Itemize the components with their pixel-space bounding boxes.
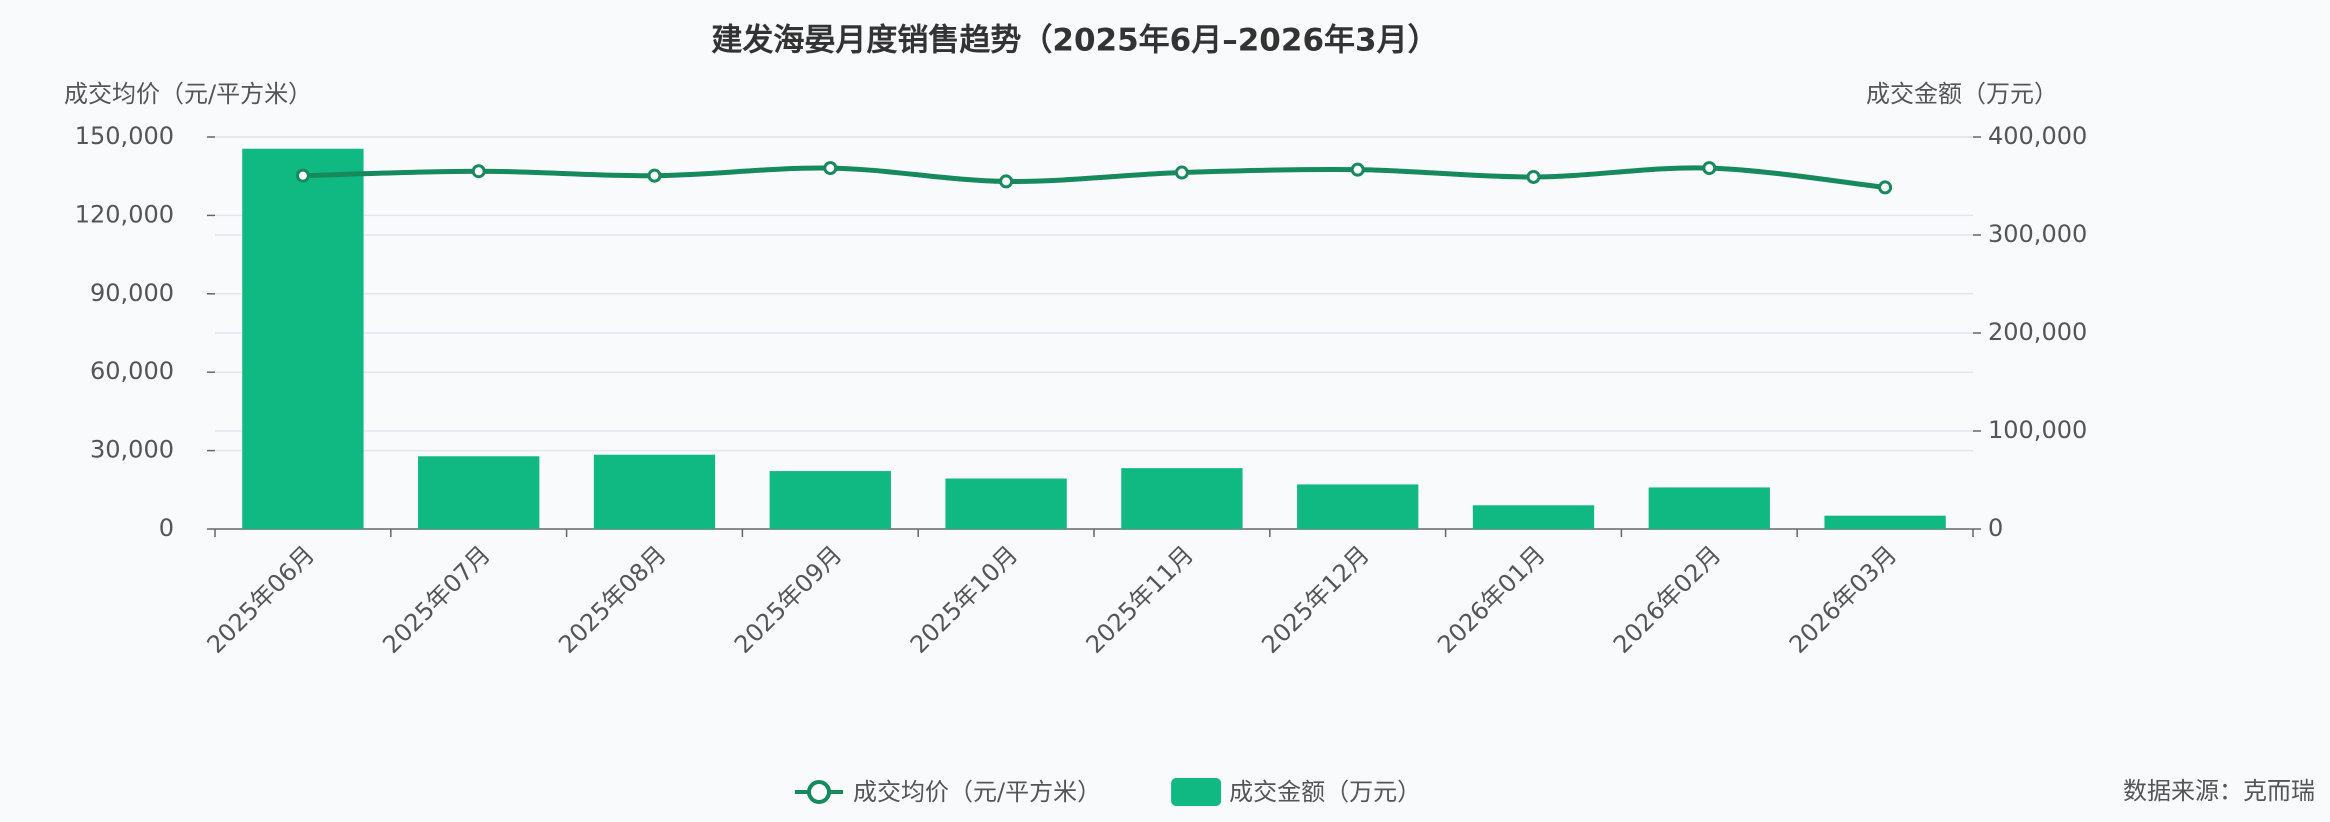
line-point xyxy=(471,164,486,179)
y-tick-label: 0 xyxy=(159,514,174,542)
bar xyxy=(1297,484,1419,529)
bar xyxy=(593,454,716,529)
bar xyxy=(1472,505,1595,529)
y-tick-label: 150,000 xyxy=(75,122,174,150)
y2-tick-label: 200,000 xyxy=(1988,318,2087,346)
line-point xyxy=(823,161,838,176)
y-axis-title: 成交均价（元/平方米） xyxy=(64,80,312,108)
legend-swatch[interactable] xyxy=(1171,778,1222,806)
line-point xyxy=(1702,161,1717,176)
legend-label[interactable]: 成交金额（万元） xyxy=(1229,778,1421,806)
line-point xyxy=(1526,169,1541,184)
bar xyxy=(769,471,891,529)
y-tick-label: 30,000 xyxy=(90,436,174,464)
legend-marker[interactable] xyxy=(807,780,831,804)
bar xyxy=(1824,515,1946,529)
chart-title: 建发海晏月度销售趋势（2025年6月–2026年3月） xyxy=(711,23,1438,59)
line xyxy=(302,165,1886,190)
line-point xyxy=(295,168,310,183)
line-point xyxy=(1174,165,1189,180)
bar xyxy=(242,148,364,529)
source-note: 数据来源：克而瑞 xyxy=(2123,777,2315,805)
bar xyxy=(1648,487,1770,529)
bar xyxy=(945,478,1067,529)
y-tick-label: 90,000 xyxy=(90,279,174,307)
bar xyxy=(1121,468,1243,529)
y2-tick-label: 400,000 xyxy=(1988,122,2087,150)
line-point xyxy=(647,168,662,183)
line-point xyxy=(1350,162,1365,177)
legend-label[interactable]: 成交均价（元/平方米） xyxy=(853,778,1101,806)
y2-tick-label: 100,000 xyxy=(1988,416,2087,444)
y2-tick-label: 300,000 xyxy=(1988,220,2087,248)
y-tick-label: 120,000 xyxy=(75,200,174,228)
bar xyxy=(418,456,540,529)
y2-axis-title: 成交金额（万元） xyxy=(1866,80,2058,108)
line-point xyxy=(1878,180,1893,195)
y2-tick-label: 0 xyxy=(1988,514,2003,542)
line-point xyxy=(999,174,1014,189)
y-tick-label: 60,000 xyxy=(90,357,174,385)
